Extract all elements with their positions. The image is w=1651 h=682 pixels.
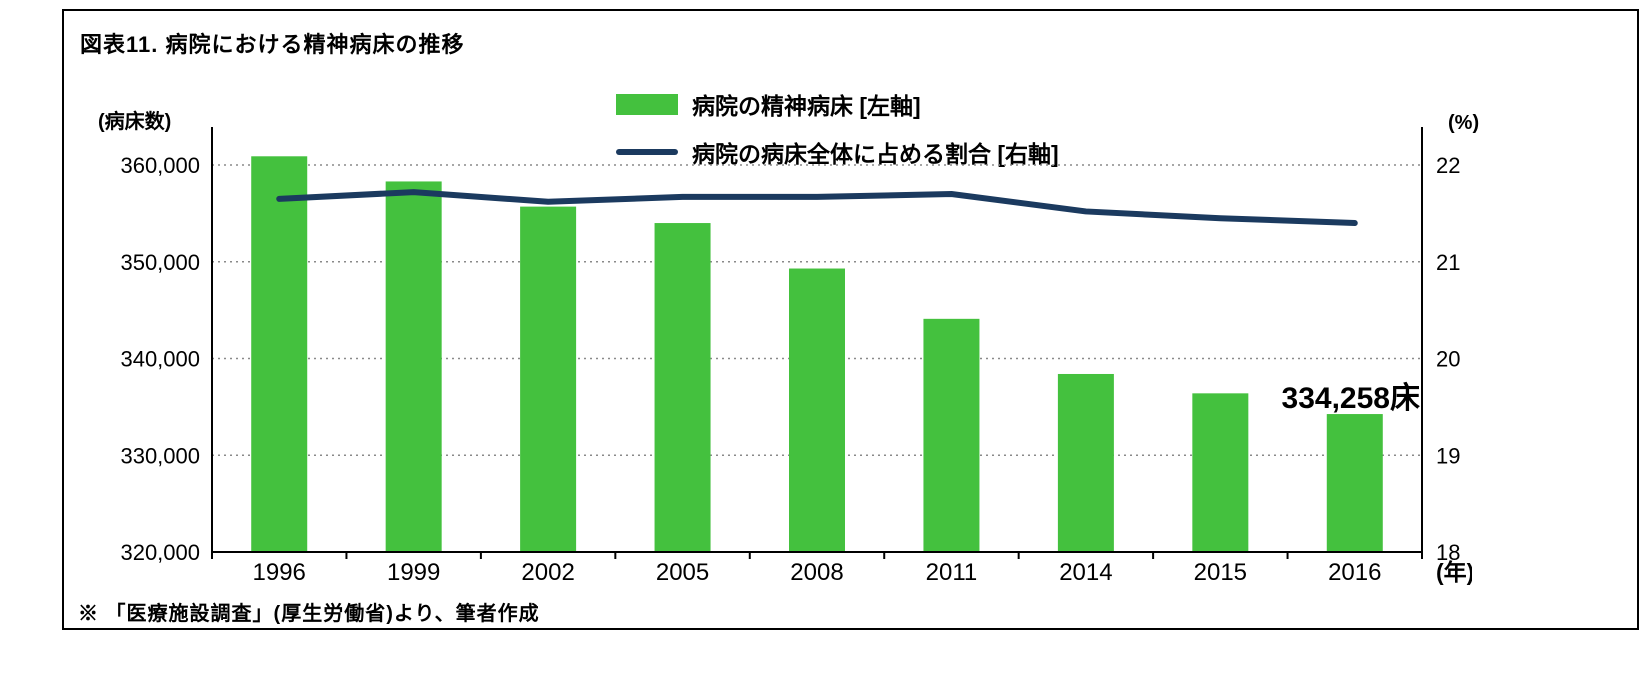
combo-chart: 320,000 330,000 340,000 350,000 360,000 18 19 2… bbox=[120, 127, 1472, 586]
legend-item-line: 病院の病床全体に占める割合 [右軸] bbox=[616, 135, 1059, 169]
left-axis-tick-label: 320,000 bbox=[120, 540, 200, 565]
x-axis-label: 1999 bbox=[387, 559, 440, 586]
bar-2016 bbox=[1326, 414, 1383, 552]
x-axis-label: 2011 bbox=[926, 559, 978, 586]
legend-bar-label: 病院の精神病床 [左軸] bbox=[692, 93, 921, 119]
x-axis-label: 2005 bbox=[656, 559, 709, 586]
bar-2011 bbox=[923, 318, 980, 552]
x-axis-label: 2015 bbox=[1194, 559, 1247, 586]
x-axis-label: 2008 bbox=[790, 559, 843, 586]
left-axis-tick-label: 340,000 bbox=[120, 347, 200, 372]
bar-2008 bbox=[789, 268, 845, 552]
chart-title: 図表11. 病院における精神病床の推移 bbox=[80, 32, 465, 57]
left-axis-unit: (病床数) bbox=[98, 111, 172, 133]
x-axis-label: 2014 bbox=[1059, 559, 1112, 586]
left-axis-tick-label: 330,000 bbox=[120, 443, 200, 468]
chart-frame: 図表11. 病院における精神病床の推移 病院の精神病床 [左軸] 病院の病床全体… bbox=[62, 9, 1639, 630]
legend-line-label: 病院の病床全体に占める割合 [右軸] bbox=[692, 141, 1059, 167]
legend-bar-swatch bbox=[616, 93, 678, 115]
right-axis-tick-label: 21 bbox=[1436, 250, 1460, 275]
right-axis-tick-label: 19 bbox=[1436, 443, 1460, 468]
legend-item-bar: 病院の精神病床 [左軸] bbox=[616, 87, 1059, 121]
bar-2014 bbox=[1057, 373, 1114, 552]
bar-2015 bbox=[1192, 393, 1249, 552]
right-axis-unit: (%) bbox=[1448, 112, 1480, 134]
right-axis-tick-label: 22 bbox=[1436, 153, 1460, 178]
right-axis-tick-label: 20 bbox=[1436, 347, 1460, 372]
bar-2002 bbox=[520, 206, 577, 552]
bar-1999 bbox=[385, 181, 442, 552]
x-axis-label: 1996 bbox=[253, 559, 306, 586]
left-axis-tick-label: 360,000 bbox=[120, 153, 200, 178]
bar-2005 bbox=[654, 223, 711, 553]
legend-line-swatch bbox=[616, 149, 678, 155]
bar-1996 bbox=[251, 156, 308, 553]
ratio-line bbox=[276, 189, 1358, 227]
chart-legend: 病院の精神病床 [左軸] 病院の病床全体に占める割合 [右軸] bbox=[616, 87, 1059, 169]
source-footnote: ※ 「医療施設調査」(厚生労働省)より、筆者作成 bbox=[78, 603, 540, 625]
x-axis-unit-label: (年) bbox=[1436, 559, 1472, 585]
bar-value-annotation: 334,258床 bbox=[1282, 382, 1420, 415]
x-axis-label: 2002 bbox=[521, 559, 574, 586]
right-axis-tick-label: 18 bbox=[1436, 540, 1460, 565]
left-axis-tick-label: 350,000 bbox=[120, 250, 200, 275]
x-axis-label: 2016 bbox=[1328, 559, 1381, 586]
